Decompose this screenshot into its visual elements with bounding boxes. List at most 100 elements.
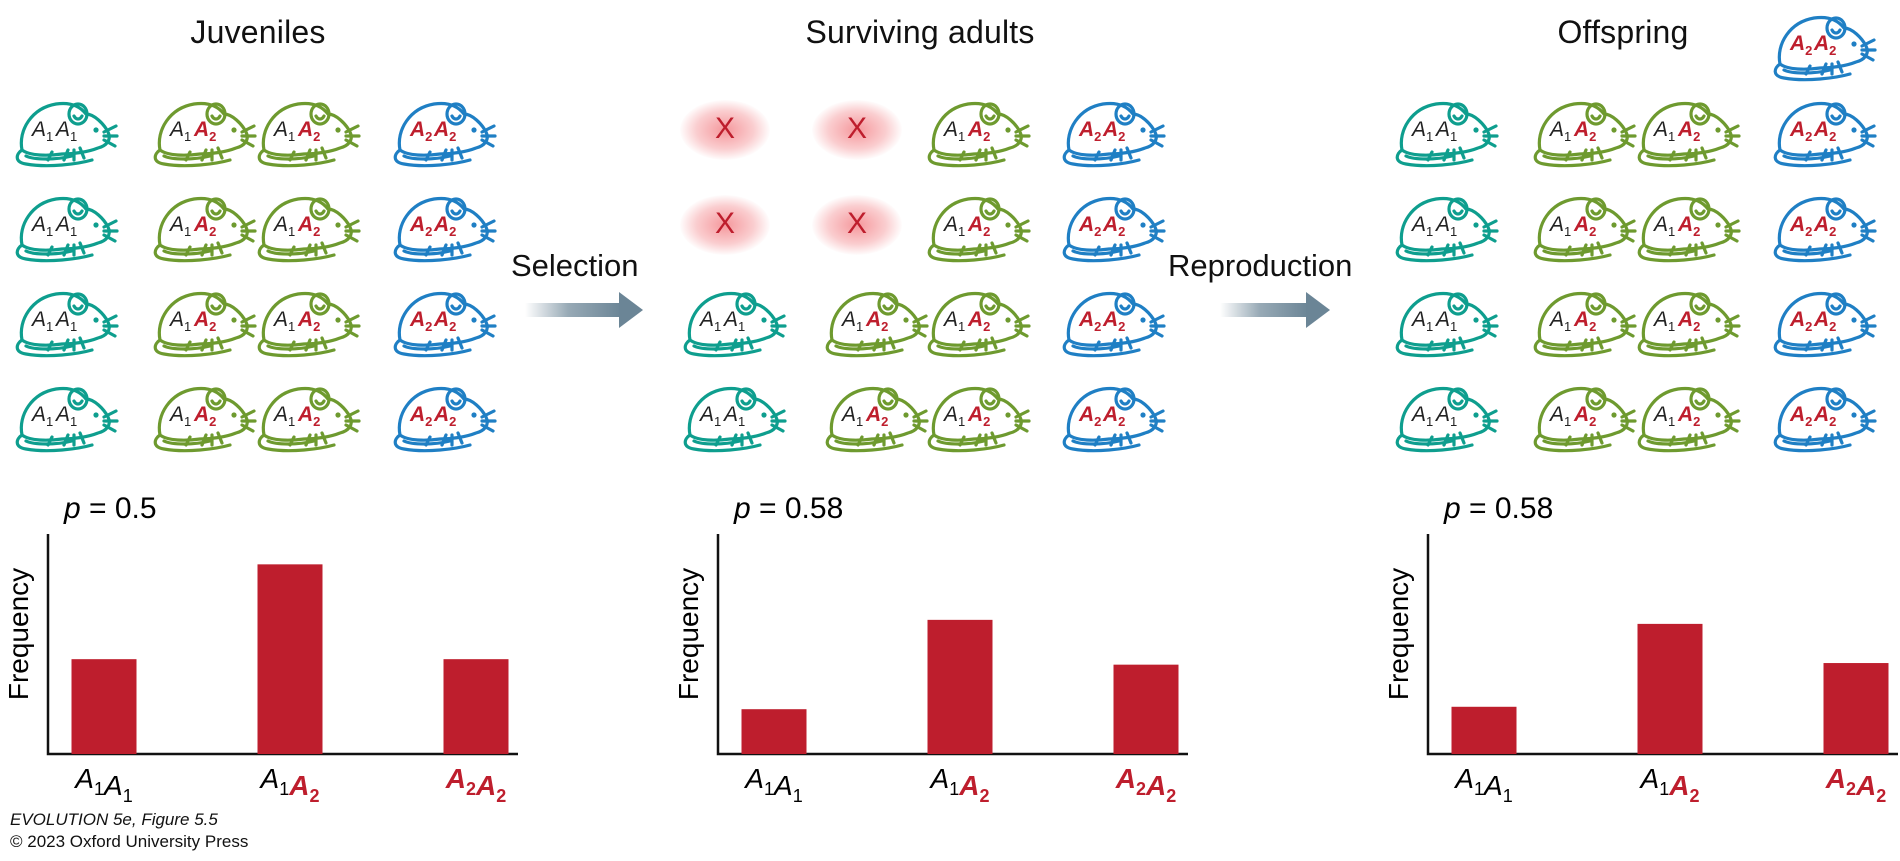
bar-A1A2 (927, 619, 993, 754)
juvenile-mouse-A1A2: A1 A2 (250, 90, 361, 170)
surviving-adult-mouse-A1A2: A1 A2 (818, 375, 929, 455)
surviving-adult-mouse-A2A2: A2 A2 (1055, 90, 1166, 170)
svg-text:A1: A1 (942, 118, 965, 144)
eliminated-x-icon: X (846, 112, 867, 145)
y-axis-label: Frequency (673, 568, 704, 700)
offspring-mouse-A1A2: A1 A2 (1526, 90, 1637, 170)
eliminated-glow (680, 100, 770, 160)
svg-text:A1: A1 (1410, 213, 1433, 239)
juvenile-mouse-A1A2: A1 A2 (146, 185, 257, 265)
svg-text:A1: A1 (30, 213, 53, 239)
surviving-adult-mouse-A2A2: A2 A2 (1055, 375, 1166, 455)
eliminated-juvenile: X (812, 195, 902, 255)
svg-text:A1: A1 (840, 308, 863, 334)
svg-text:A1: A1 (30, 118, 53, 144)
surviving-adult-mouse-A1A1: A1 A1 (676, 375, 787, 455)
svg-text:A1: A1 (942, 308, 965, 334)
tick-label-A1A2: A1A2 (1639, 763, 1700, 806)
svg-text:A1: A1 (942, 213, 965, 239)
juvenile-mouse-A1A1: A1 A1 (8, 280, 119, 360)
svg-text:A2: A2 (409, 403, 432, 429)
offspring-title: Offspring (1557, 14, 1689, 50)
offspring-mouse-A1A1: A1 A1 (1388, 90, 1499, 170)
juvenile-mouse-A2A2: A2 A2 (386, 185, 497, 265)
tick-label-A1A1: A1A1 (743, 763, 802, 806)
surviving-adult-mouse-A1A2: A1 A2 (818, 280, 929, 360)
svg-text:A1: A1 (30, 308, 53, 334)
bar-A1A1 (741, 709, 807, 754)
svg-text:A1: A1 (272, 403, 295, 429)
surviving-adult-mouse-A1A2: A1 A2 (920, 280, 1031, 360)
juvenile-mouse-A2A2: A2 A2 (386, 280, 497, 360)
svg-text:A2: A2 (1078, 308, 1101, 334)
offspring-mouse-A1A2: A1 A2 (1526, 375, 1637, 455)
juvenile-mouse-A1A2: A1 A2 (146, 280, 257, 360)
svg-text:A1: A1 (1410, 308, 1433, 334)
offspring-mouse-A1A2: A1 A2 (1526, 185, 1637, 265)
tick-label-A2A2: A2A2 (1825, 763, 1887, 806)
offspring-mouse-A1A2: A1 A2 (1630, 375, 1741, 455)
eliminated-juvenile: X (680, 100, 770, 160)
bar-A2A2 (1823, 663, 1889, 754)
juvenile-mouse-A1A2: A1 A2 (250, 375, 361, 455)
svg-text:A1: A1 (840, 403, 863, 429)
eliminated-x-icon: X (714, 112, 735, 145)
surviving-adult-mouse-A1A2: A1 A2 (920, 90, 1031, 170)
svg-text:A1: A1 (168, 308, 191, 334)
svg-text:A2: A2 (1078, 403, 1101, 429)
tick-label-A1A2: A1A2 (259, 763, 320, 806)
svg-text:A1: A1 (30, 403, 53, 429)
svg-text:A1: A1 (272, 213, 295, 239)
offspring-mouse-A1A2: A1 A2 (1526, 280, 1637, 360)
allele-frequency-annotation: p = 0.58 (1443, 492, 1553, 525)
juvenile-mouse-A1A2: A1 A2 (250, 280, 361, 360)
offspring-mouse-A1A2: A1 A2 (1630, 185, 1741, 265)
frequency-chart-1: Frequency p = 0.5 A1A1 A1A2 A2A2 (0, 492, 530, 806)
juvenile-mouse-A2A2: A2 A2 (386, 375, 497, 455)
juvenile-mouse-A2A2: A2 A2 (386, 90, 497, 170)
eliminated-glow (812, 195, 902, 255)
offspring-mouse-A2A2: A2 A2 (1766, 280, 1877, 360)
svg-text:A1: A1 (168, 118, 191, 144)
bar-A1A2 (1637, 623, 1703, 754)
reproduction-label: Reproduction (1168, 248, 1353, 283)
eliminated-juvenile: X (680, 195, 770, 255)
allele-frequency-annotation: p = 0.58 (733, 492, 843, 525)
chart-axes (1426, 534, 1898, 756)
svg-text:A1: A1 (1548, 118, 1571, 144)
svg-text:A2: A2 (1789, 213, 1812, 239)
juvenile-mouse-A1A1: A1 A1 (8, 185, 119, 265)
tick-label-A1A1: A1A1 (73, 763, 132, 806)
frequency-chart-2: Frequency p = 0.58 A1A1 A1A2 A2A2 (670, 492, 1200, 806)
frequency-chart-3: Frequency p = 0.58 A1A1 A1A2 A2A2 (1380, 492, 1900, 806)
credit-copyright: © 2023 Oxford University Press (10, 832, 249, 851)
offspring-mouse-A1A1: A1 A1 (1388, 280, 1499, 360)
surviving-adult-mouse-A2A2: A2 A2 (1055, 280, 1166, 360)
bar-A2A2 (1113, 664, 1179, 754)
svg-text:A2: A2 (409, 213, 432, 239)
offspring-mouse-A2A2: A2 A2 (1766, 90, 1877, 170)
svg-text:A2: A2 (1078, 118, 1101, 144)
svg-text:A2: A2 (409, 308, 432, 334)
surviving-adult-mouse-A1A2: A1 A2 (920, 375, 1031, 455)
eliminated-juvenile: X (812, 100, 902, 160)
svg-text:A1: A1 (168, 213, 191, 239)
offspring-mouse-A2A2: A2 A2 (1766, 185, 1877, 265)
y-axis-label: Frequency (1383, 568, 1414, 700)
bar-A1A1 (1451, 706, 1517, 754)
eliminated-x-icon: X (714, 207, 735, 240)
selection-arrow (525, 292, 643, 328)
tick-label-A1A1: A1A1 (1453, 763, 1512, 806)
juvenile-mouse-A1A2: A1 A2 (146, 90, 257, 170)
svg-text:A1: A1 (1652, 213, 1675, 239)
juvenile-mouse-A1A2: A1 A2 (250, 185, 361, 265)
offspring-mouse-A1A1: A1 A1 (1388, 185, 1499, 265)
chart-axes (716, 534, 1188, 756)
tick-label-A2A2: A2A2 (445, 763, 507, 806)
allele-frequency-annotation: p = 0.5 (63, 492, 157, 525)
juvenile-mouse-A1A2: A1 A2 (146, 375, 257, 455)
chart-axes (46, 534, 518, 756)
svg-text:A2: A2 (1078, 213, 1101, 239)
juvenile-mouse-A1A1: A1 A1 (8, 90, 119, 170)
svg-text:A2: A2 (409, 118, 432, 144)
